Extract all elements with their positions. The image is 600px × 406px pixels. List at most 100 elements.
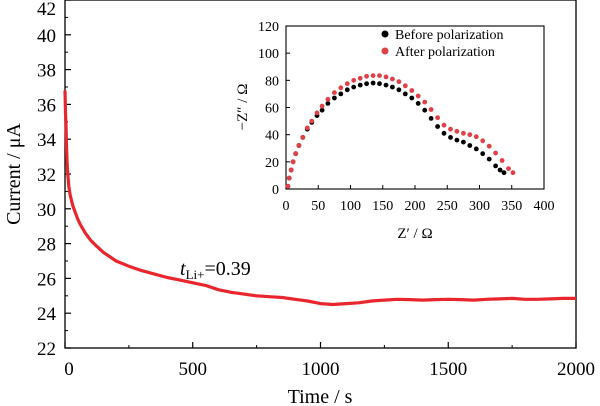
impedance-point [428, 107, 434, 112]
inset-y-tick-label: 80 [265, 74, 279, 89]
inset-y-tick-label: 0 [272, 183, 279, 198]
main-y-tick-label: 40 [37, 26, 56, 47]
main-y-tick-label: 36 [37, 95, 56, 116]
impedance-point [293, 151, 299, 157]
impedance-point [364, 81, 369, 87]
impedance-point [467, 132, 473, 138]
inset-x-axis-label: Z′ / Ω [397, 226, 432, 242]
impedance-point [325, 96, 331, 102]
inset-x-tick-label: 100 [340, 199, 361, 214]
impedance-point [428, 116, 434, 121]
impedance-point [325, 101, 331, 106]
impedance-point [448, 126, 453, 132]
impedance-point [493, 163, 498, 169]
impedance-point [415, 93, 421, 99]
impedance-point [506, 166, 511, 172]
impedance-point [319, 107, 325, 113]
inset-x-tick-label: 50 [311, 199, 325, 214]
impedance-point [286, 175, 292, 181]
impedance-point [510, 170, 516, 176]
impedance-point [357, 75, 363, 81]
main-y-tick-label: 34 [37, 130, 57, 151]
impedance-point [319, 103, 325, 109]
impedance-point [377, 73, 382, 78]
inset-x-tick-label: 250 [437, 199, 458, 214]
impedance-point [357, 82, 363, 88]
inset-x-ticks: 0 50 100 150 200 250 300 350 400 [283, 185, 555, 214]
impedance-point [501, 170, 507, 176]
impedance-point [344, 87, 350, 93]
impedance-point [338, 85, 344, 91]
impedance-point [304, 125, 310, 131]
inset-y-tick-label: 100 [258, 47, 279, 62]
inset-plot: 0 50 100 150 200 250 300 350 400 0 20 40 60 80 100 120… [235, 20, 555, 242]
impedance-point [390, 84, 395, 90]
inset-series-group [285, 73, 516, 189]
impedance-point [370, 80, 376, 86]
inset-x-tick-label: 150 [372, 199, 393, 214]
impedance-point [461, 139, 466, 145]
impedance-point [285, 183, 291, 189]
main-y-tick-label: 24 [37, 304, 57, 325]
impedance-point [351, 77, 357, 83]
impedance-point [296, 143, 302, 148]
impedance-point [396, 87, 402, 93]
impedance-point [435, 115, 440, 121]
annotation-value: =0.39 [204, 258, 250, 280]
impedance-point [338, 91, 344, 97]
impedance-point [377, 81, 382, 87]
impedance-point [422, 99, 428, 105]
impedance-point [461, 130, 466, 136]
inset-x-tick-label: 350 [501, 199, 522, 214]
main-x-tick-label: 500 [179, 359, 208, 380]
impedance-point [493, 150, 498, 156]
impedance-point [480, 151, 486, 157]
legend-label: After polarization [395, 45, 495, 60]
impedance-point [486, 143, 492, 149]
impedance-point [473, 146, 479, 152]
main-y-tick-label: 28 [37, 235, 56, 256]
main-y-tick-label: 38 [37, 61, 56, 82]
inset-x-tick-label: 300 [469, 199, 490, 214]
main-plot: 0 500 1000 1500 2000 2224262830323436384042 … [3, 0, 595, 406]
impedance-point [344, 81, 350, 87]
main-y-tick-label: 32 [37, 165, 56, 186]
impedance-point [290, 159, 296, 165]
impedance-point [415, 101, 421, 106]
impedance-point [396, 79, 402, 85]
main-y-tick-label: 42 [37, 0, 56, 20]
inset-y-tick-label: 120 [258, 20, 279, 35]
impedance-point [454, 137, 460, 143]
current-decay-line [63, 90, 576, 307]
impedance-point [441, 122, 447, 128]
inset-y-tick-label: 20 [265, 156, 279, 171]
main-y-tick-label: 30 [37, 200, 56, 221]
inset-y-tick-label: 60 [265, 102, 279, 117]
inset-x-tick-label: 0 [283, 199, 290, 214]
impedance-point [332, 90, 337, 95]
inset-y-tick-label: 40 [265, 129, 279, 144]
impedance-point [441, 130, 447, 136]
impedance-point [314, 110, 320, 116]
main-x-tick-label: 1500 [429, 359, 467, 380]
impedance-point [448, 135, 453, 140]
inset-legend: Before polarization After polarization [381, 28, 503, 60]
impedance-point [402, 83, 408, 89]
after-polarization-series [285, 73, 516, 189]
transference-number-annotation: tLi+=0.39 [180, 258, 251, 282]
main-y-tick-label: 26 [37, 269, 56, 290]
legend-label: Before polarization [395, 28, 503, 43]
main-x-tick-label: 0 [64, 359, 74, 380]
impedance-point [288, 167, 294, 173]
impedance-point [454, 128, 460, 134]
impedance-point [300, 135, 306, 140]
impedance-point [480, 138, 486, 144]
impedance-point [383, 74, 389, 80]
inset-x-tick-label: 400 [534, 199, 555, 214]
inset-x-tick-label: 200 [405, 199, 426, 214]
impedance-point [383, 82, 389, 88]
impedance-point [351, 84, 357, 90]
impedance-point [497, 167, 503, 173]
impedance-point [409, 88, 415, 93]
